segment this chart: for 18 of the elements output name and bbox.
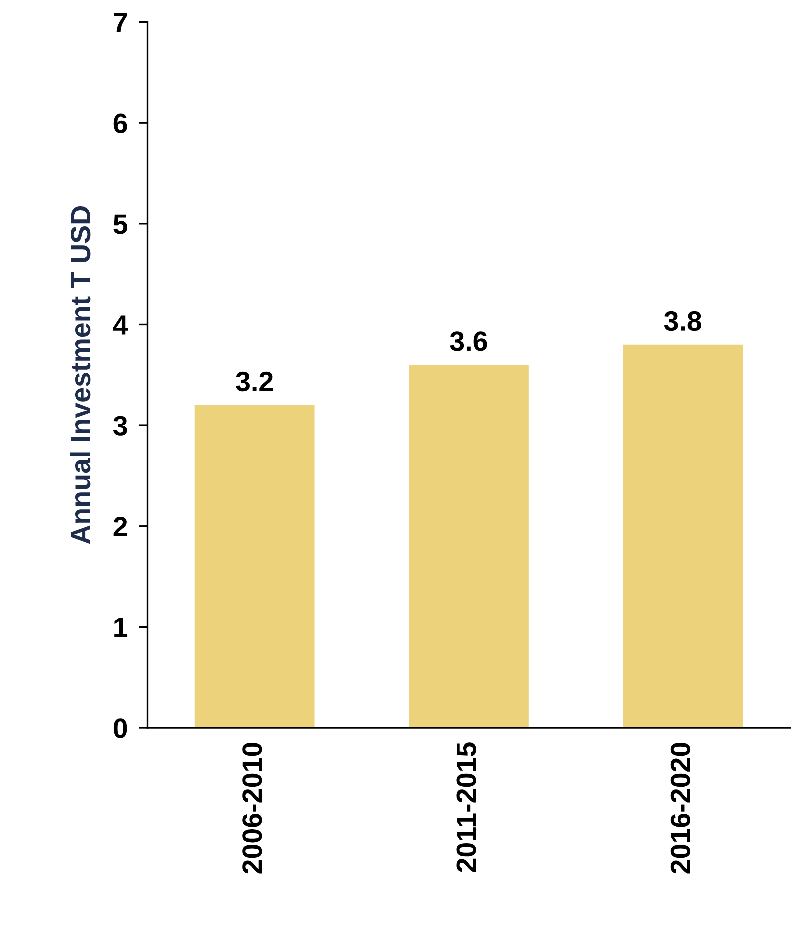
data-label: 3.2 — [236, 372, 274, 392]
x-tick-label: 2016-2020 — [670, 743, 691, 874]
y-tick-label: 1 — [114, 618, 128, 638]
bar — [408, 365, 529, 728]
y-tick-label: 4 — [113, 316, 128, 335]
bar — [194, 405, 315, 728]
y-axis-title: Annual Investment T USD — [70, 206, 91, 544]
x-tick-label: 2011-2015 — [456, 742, 476, 872]
y-tick-label: 0 — [114, 718, 128, 738]
y-tick-label: 3 — [114, 416, 128, 436]
y-tick-label: 7 — [114, 13, 128, 32]
x-tick-label: 2006-2010 — [242, 743, 262, 874]
data-label: 3.8 — [664, 311, 702, 332]
data-label: 3.6 — [450, 332, 488, 352]
y-tick-label: 2 — [114, 517, 128, 536]
bar — [623, 344, 744, 728]
y-tick-label: 5 — [114, 214, 128, 234]
y-tick-label: 6 — [114, 114, 128, 134]
